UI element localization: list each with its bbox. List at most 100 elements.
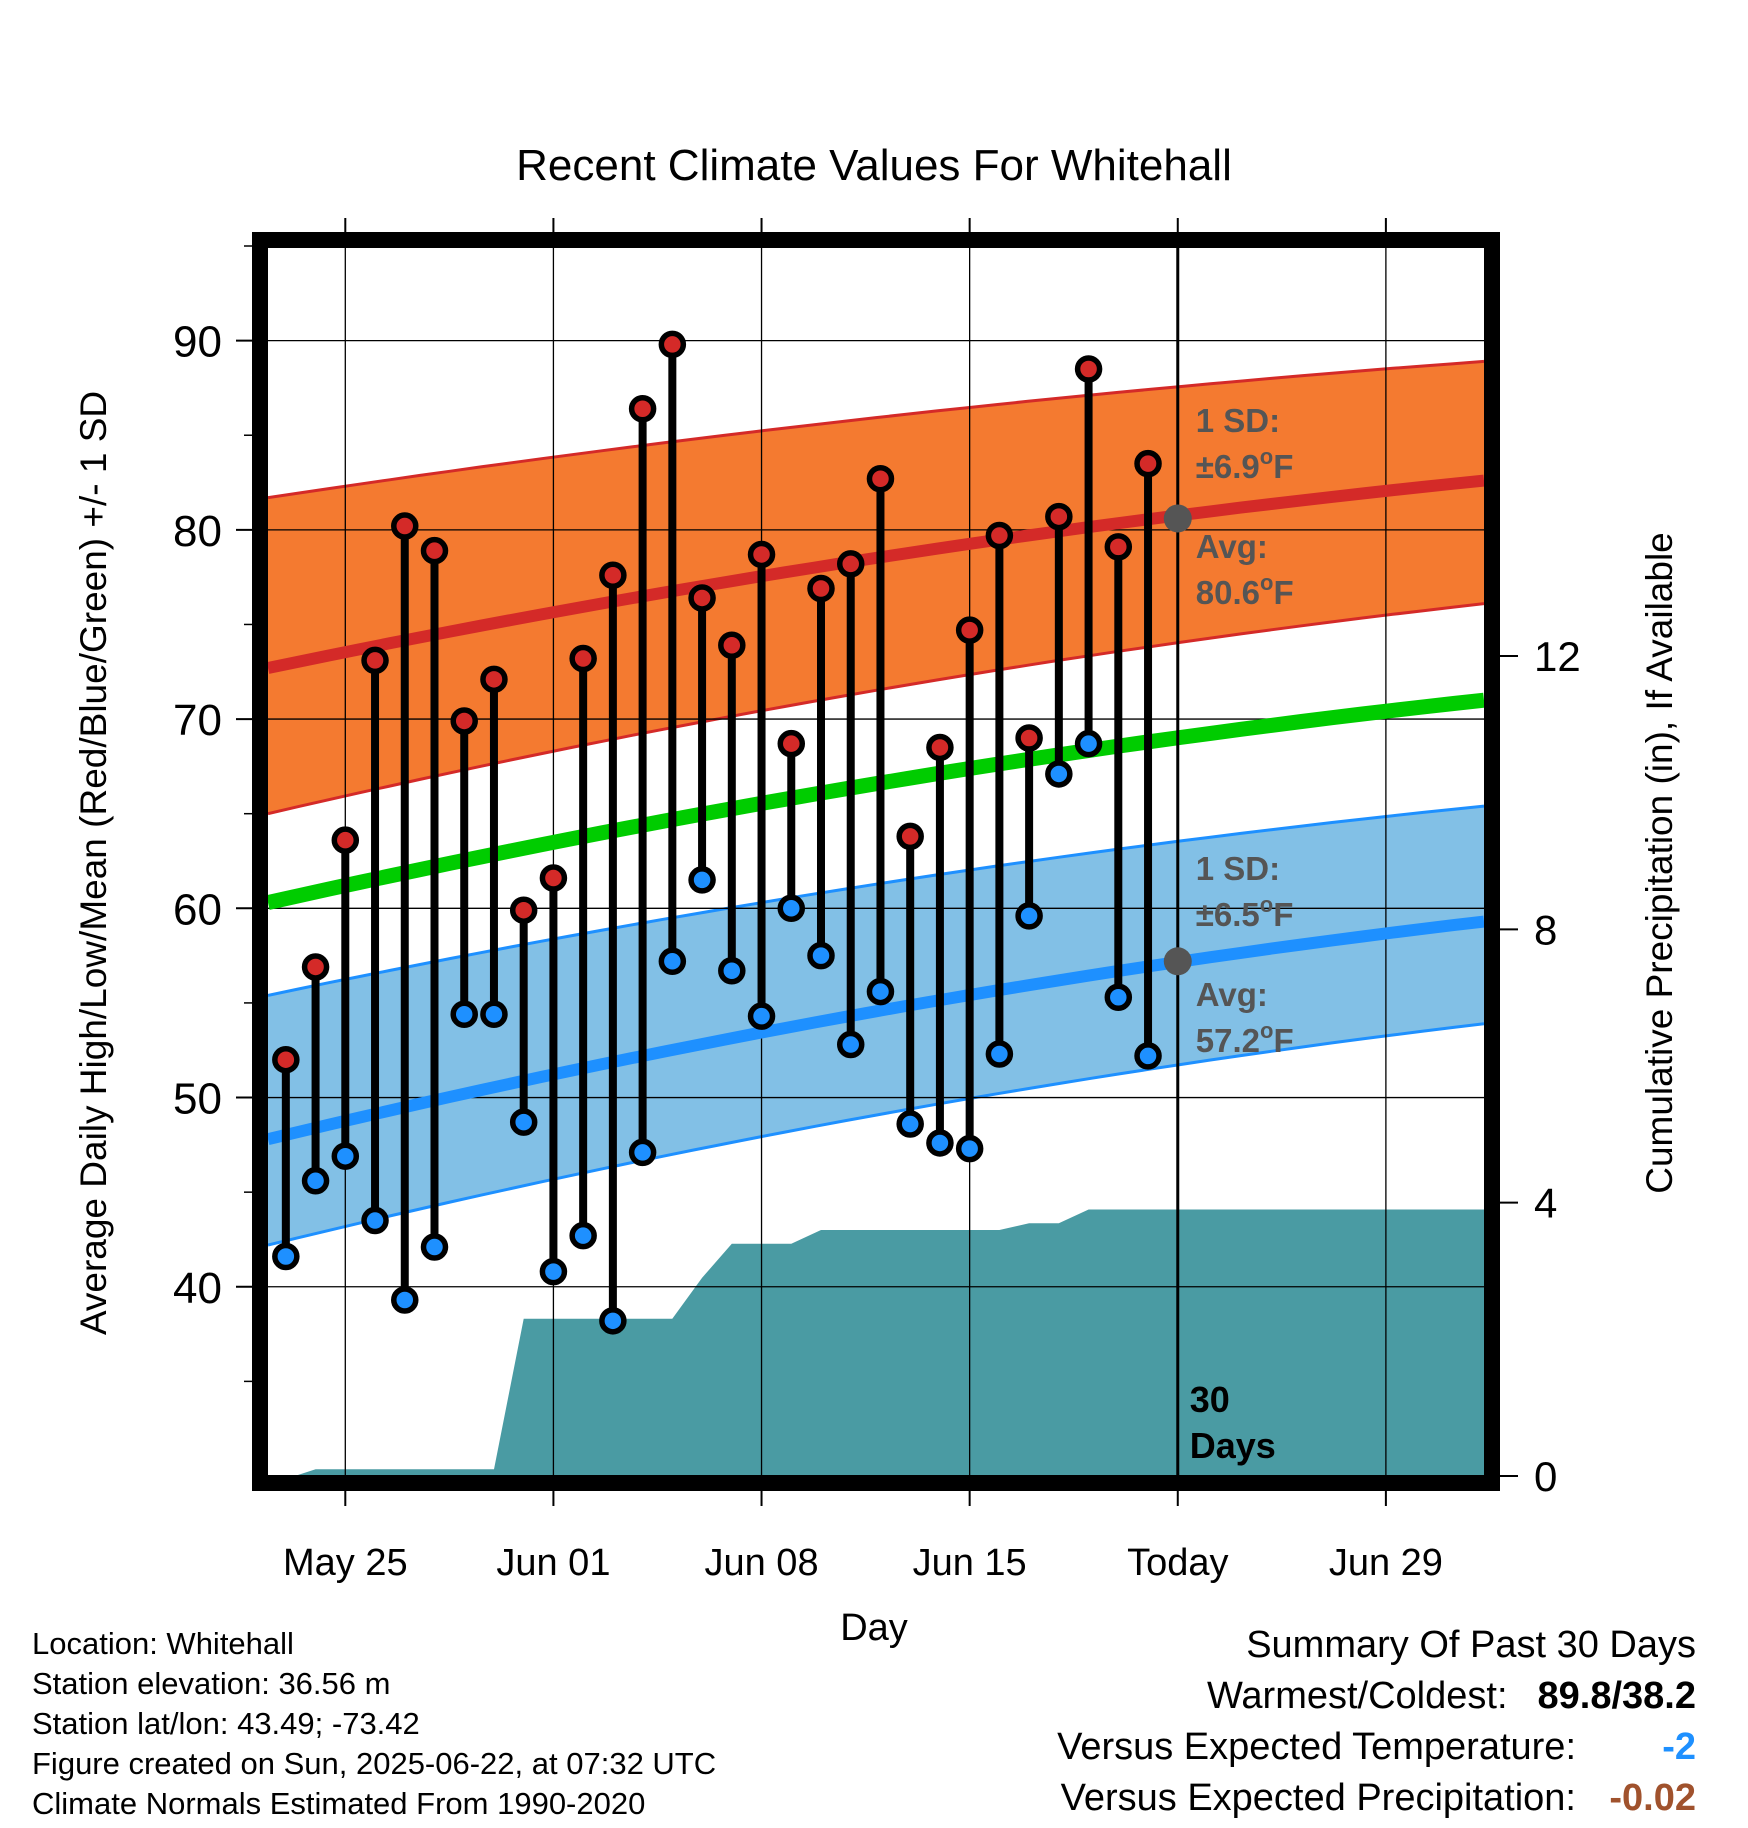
chart-title: Recent Climate Values For Whitehall <box>516 141 1232 190</box>
daily-low-point <box>985 1040 1014 1068</box>
plot-frame <box>252 232 1500 1491</box>
daily-low-point <box>301 1167 330 1195</box>
high-band-lower-edge <box>268 602 1484 816</box>
x-tick-label: May 25 <box>283 1542 408 1584</box>
y-tick-label: 40 <box>173 1264 222 1313</box>
today-low-avg-marker <box>1163 947 1192 976</box>
precip-value: -0.02 <box>1609 1777 1696 1819</box>
daily-low-point <box>450 1000 478 1029</box>
daily-low-point <box>1015 902 1043 930</box>
high-sd-degree: o <box>1260 444 1273 469</box>
daily-low-point <box>807 941 835 970</box>
summary-temp: Versus Expected Temperature: -2 <box>796 1722 1696 1773</box>
daily-high-point <box>866 465 895 493</box>
daily-high-point <box>301 953 330 981</box>
high-sd-band <box>268 361 1484 814</box>
normals-text: Climate Normals Estimated From 1990-2020 <box>32 1786 646 1821</box>
y-axis-label: Average Daily High/Low/Mean (Red/Blue/Gr… <box>73 391 114 1335</box>
daily-low-point <box>836 1030 865 1059</box>
y-tick-label: 90 <box>173 318 222 367</box>
daily-low-point <box>361 1206 389 1235</box>
high-sd-unit: F <box>1273 448 1293 485</box>
y2-tick-label: 4 <box>1534 1180 1557 1227</box>
daily-high-point <box>480 665 508 694</box>
low-band-lower-edge <box>268 1022 1484 1247</box>
daily-high-point <box>955 616 984 644</box>
low-sd-label: 1 SD: <box>1196 850 1280 887</box>
y2-tick-label: 0 <box>1534 1453 1557 1500</box>
daily-low-point <box>599 1307 627 1335</box>
x-tick-label: Jun 01 <box>496 1542 610 1584</box>
daily-high-point <box>747 540 776 569</box>
low-avg-degree: o <box>1260 1018 1273 1043</box>
high-sd-label: 1 SD: <box>1196 402 1280 439</box>
y-tick-label: 60 <box>173 885 222 934</box>
daily-low-point <box>509 1108 538 1136</box>
days-count-label: 30 <box>1190 1379 1230 1420</box>
station-info: Location: Whitehall Station elevation: 3… <box>32 1624 716 1824</box>
x-axis-label: Day <box>840 1607 908 1649</box>
daily-high-point <box>1015 724 1043 752</box>
daily-high-point <box>985 521 1014 550</box>
y-tick-label: 80 <box>173 507 222 556</box>
daily-high-point <box>688 584 716 612</box>
daily-high-point <box>331 826 360 854</box>
daily-low-point <box>1074 729 1103 758</box>
warm-cold-value: 89.8/38.2 <box>1537 1675 1696 1717</box>
daily-high-point <box>361 646 389 675</box>
daily-high-point <box>420 536 449 565</box>
daily-low-point <box>628 1138 657 1167</box>
precip-label: Versus Expected Precipitation: <box>1060 1777 1576 1819</box>
mean-normal-line <box>268 692 1484 910</box>
x-tick-label: Jun 15 <box>913 1542 1027 1584</box>
summary-panel: Summary Of Past 30 Days Warmest/Coldest:… <box>796 1620 1696 1824</box>
high-normal-line <box>268 474 1484 674</box>
daily-low-point <box>569 1221 597 1250</box>
daily-high-point <box>926 733 954 762</box>
y-tick-label: 70 <box>173 696 222 745</box>
daily-low-point <box>1045 760 1073 788</box>
daily-low-point <box>866 977 895 1006</box>
daily-low-point <box>480 1000 508 1029</box>
daily-high-point <box>896 822 924 851</box>
low-sd-band <box>268 806 1484 1246</box>
y-tick-label: 50 <box>173 1075 222 1124</box>
high-band-upper-edge <box>268 359 1484 500</box>
daily-high-point <box>391 512 419 540</box>
low-avg-number: 57.2 <box>1196 1022 1260 1059</box>
daily-high-point <box>272 1045 300 1074</box>
daily-low-point <box>331 1142 360 1170</box>
high-avg-unit: F <box>1273 574 1293 611</box>
daily-high-point <box>1045 502 1073 531</box>
temp-label: Versus Expected Temperature: <box>1057 1726 1576 1768</box>
summary-precip: Versus Expected Precipitation: -0.02 <box>796 1773 1696 1824</box>
low-avg-value: 57.2oF <box>1196 1018 1294 1059</box>
low-sd-degree: o <box>1260 892 1273 917</box>
low-sd-value: ±6.5oF <box>1196 892 1294 933</box>
daily-low-point <box>747 1002 776 1030</box>
precip-area <box>268 1209 1484 1476</box>
daily-high-point <box>509 896 538 924</box>
daily-low-point <box>777 894 806 923</box>
daily-low-point <box>658 947 687 976</box>
high-sd-number: ±6.9 <box>1196 448 1260 485</box>
daily-high-point <box>807 574 835 603</box>
daily-low-point <box>926 1129 954 1157</box>
daily-low-point <box>955 1134 984 1163</box>
high-avg-degree: o <box>1260 570 1273 595</box>
low-sd-unit: F <box>1273 896 1293 933</box>
daily-high-point <box>658 330 687 359</box>
today-high-avg-marker <box>1163 504 1192 533</box>
high-avg-number: 80.6 <box>1196 574 1260 611</box>
summary-title: Summary Of Past 30 Days <box>1246 1624 1696 1666</box>
daily-low-point <box>420 1233 449 1261</box>
high-avg-label: Avg: <box>1196 528 1268 565</box>
latlon-text: Station lat/lon: 43.49; -73.42 <box>32 1706 420 1741</box>
daily-high-point <box>836 550 865 578</box>
daily-high-point <box>1104 533 1133 561</box>
y2-tick-label: 8 <box>1534 906 1557 953</box>
daily-high-point <box>1074 355 1103 383</box>
daily-low-point <box>272 1242 300 1271</box>
daily-high-point <box>599 561 627 590</box>
